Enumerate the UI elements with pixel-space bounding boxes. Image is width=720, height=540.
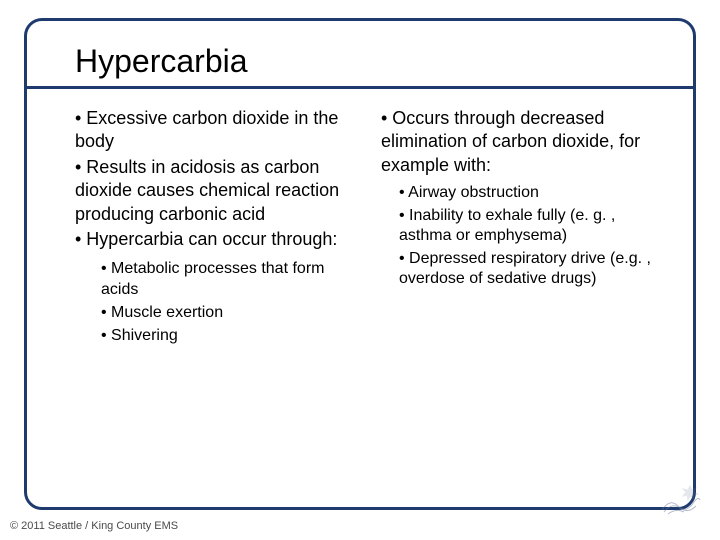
copyright-footer: © 2011 Seattle / King County EMS [10, 520, 178, 532]
corner-decoration-icon [658, 480, 702, 516]
sub-bullet-item: • Muscle exertion [101, 303, 357, 324]
left-column: • Excessive carbon dioxide in the body •… [75, 107, 357, 349]
sub-bullet-item: • Inability to exhale fully (e. g. , ast… [399, 206, 663, 247]
title-underline [27, 86, 693, 89]
slide-frame: Hypercarbia • Excessive carbon dioxide i… [24, 18, 696, 510]
sub-bullet-item: • Metabolic processes that form acids [101, 259, 357, 301]
sub-bullet-item: • Shivering [101, 326, 357, 347]
bullet-item: • Occurs through decreased elimination o… [381, 107, 663, 177]
right-column: • Occurs through decreased elimination o… [381, 107, 663, 349]
sub-bullet-item: • Airway obstruction [399, 183, 663, 203]
slide-title: Hypercarbia [75, 43, 663, 80]
left-main-bullets: • Excessive carbon dioxide in the body •… [75, 107, 357, 251]
right-sub-bullets: • Airway obstruction • Inability to exha… [381, 183, 663, 289]
bullet-item: • Hypercarbia can occur through: [75, 228, 357, 251]
sub-bullet-item: • Depressed respiratory drive (e.g. , ov… [399, 249, 663, 290]
content-columns: • Excessive carbon dioxide in the body •… [75, 107, 663, 349]
bullet-item: • Excessive carbon dioxide in the body [75, 107, 357, 154]
bullet-item: • Results in acidosis as carbon dioxide … [75, 156, 357, 226]
left-sub-bullets: • Metabolic processes that form acids • … [75, 259, 357, 346]
right-main-bullets: • Occurs through decreased elimination o… [381, 107, 663, 177]
